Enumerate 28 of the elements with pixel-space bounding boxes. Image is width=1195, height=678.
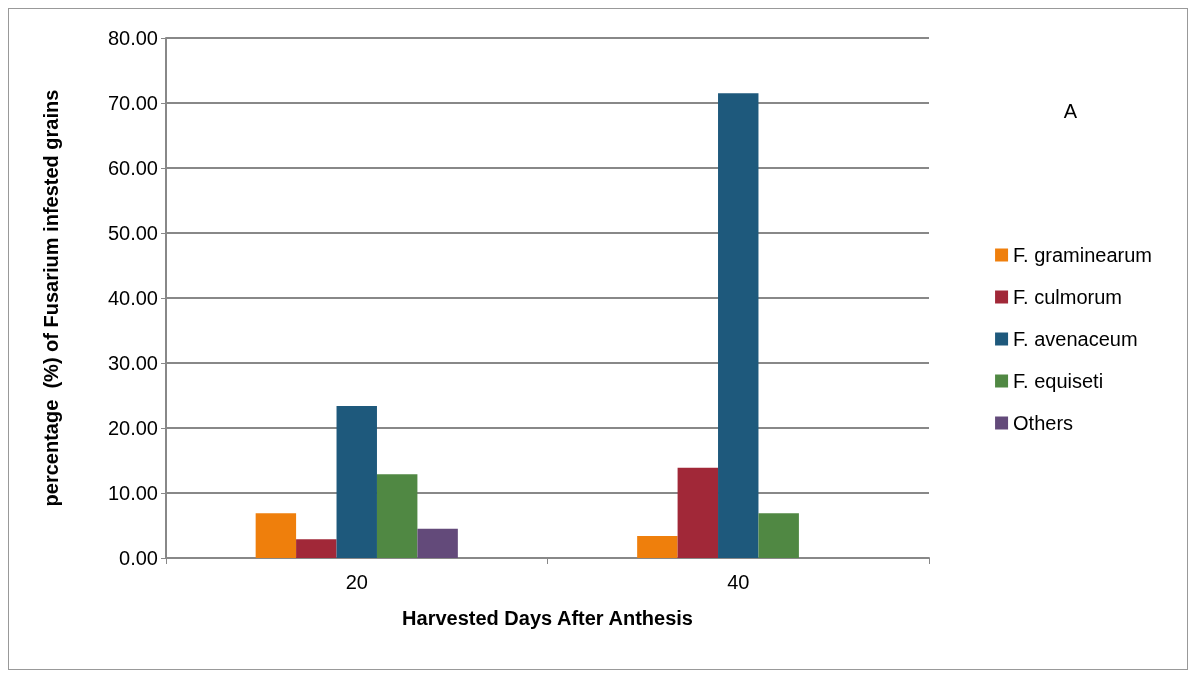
bar bbox=[255, 513, 297, 558]
x-tick-label: 20 bbox=[345, 571, 368, 593]
legend-label: F. culmorum bbox=[1013, 286, 1122, 308]
bar bbox=[336, 405, 377, 558]
bar bbox=[417, 528, 458, 558]
y-tick-label: 30.00 bbox=[107, 352, 158, 374]
x-axis-title: Harvested Days After Anthesis bbox=[402, 607, 693, 629]
y-tick-label: 60.00 bbox=[107, 157, 158, 179]
y-tick-label: 20.00 bbox=[107, 417, 158, 439]
y-tick-label: 80.00 bbox=[107, 27, 158, 49]
y-tick-label: 10.00 bbox=[107, 482, 158, 504]
legend-label: F. graminearum bbox=[1013, 244, 1152, 266]
y-tick-label: 50.00 bbox=[107, 222, 158, 244]
bar bbox=[376, 474, 418, 558]
legend-label: F. avenaceum bbox=[1013, 328, 1138, 350]
bar bbox=[637, 535, 678, 558]
y-tick-label: 70.00 bbox=[107, 92, 158, 114]
bar bbox=[677, 467, 719, 558]
y-tick-label: 0.00 bbox=[119, 547, 158, 569]
text: A bbox=[1063, 100, 1078, 122]
legend-label: F. equiseti bbox=[1013, 370, 1104, 392]
bar bbox=[296, 539, 337, 558]
y-tick-label: 40.00 bbox=[107, 287, 158, 309]
legend-label: Others bbox=[1013, 412, 1074, 434]
bar bbox=[718, 93, 759, 558]
y-axis-title: percentage (%) of Fusarium infested grains bbox=[40, 89, 62, 507]
x-tick-label: 40 bbox=[727, 571, 750, 593]
bar bbox=[758, 513, 799, 558]
